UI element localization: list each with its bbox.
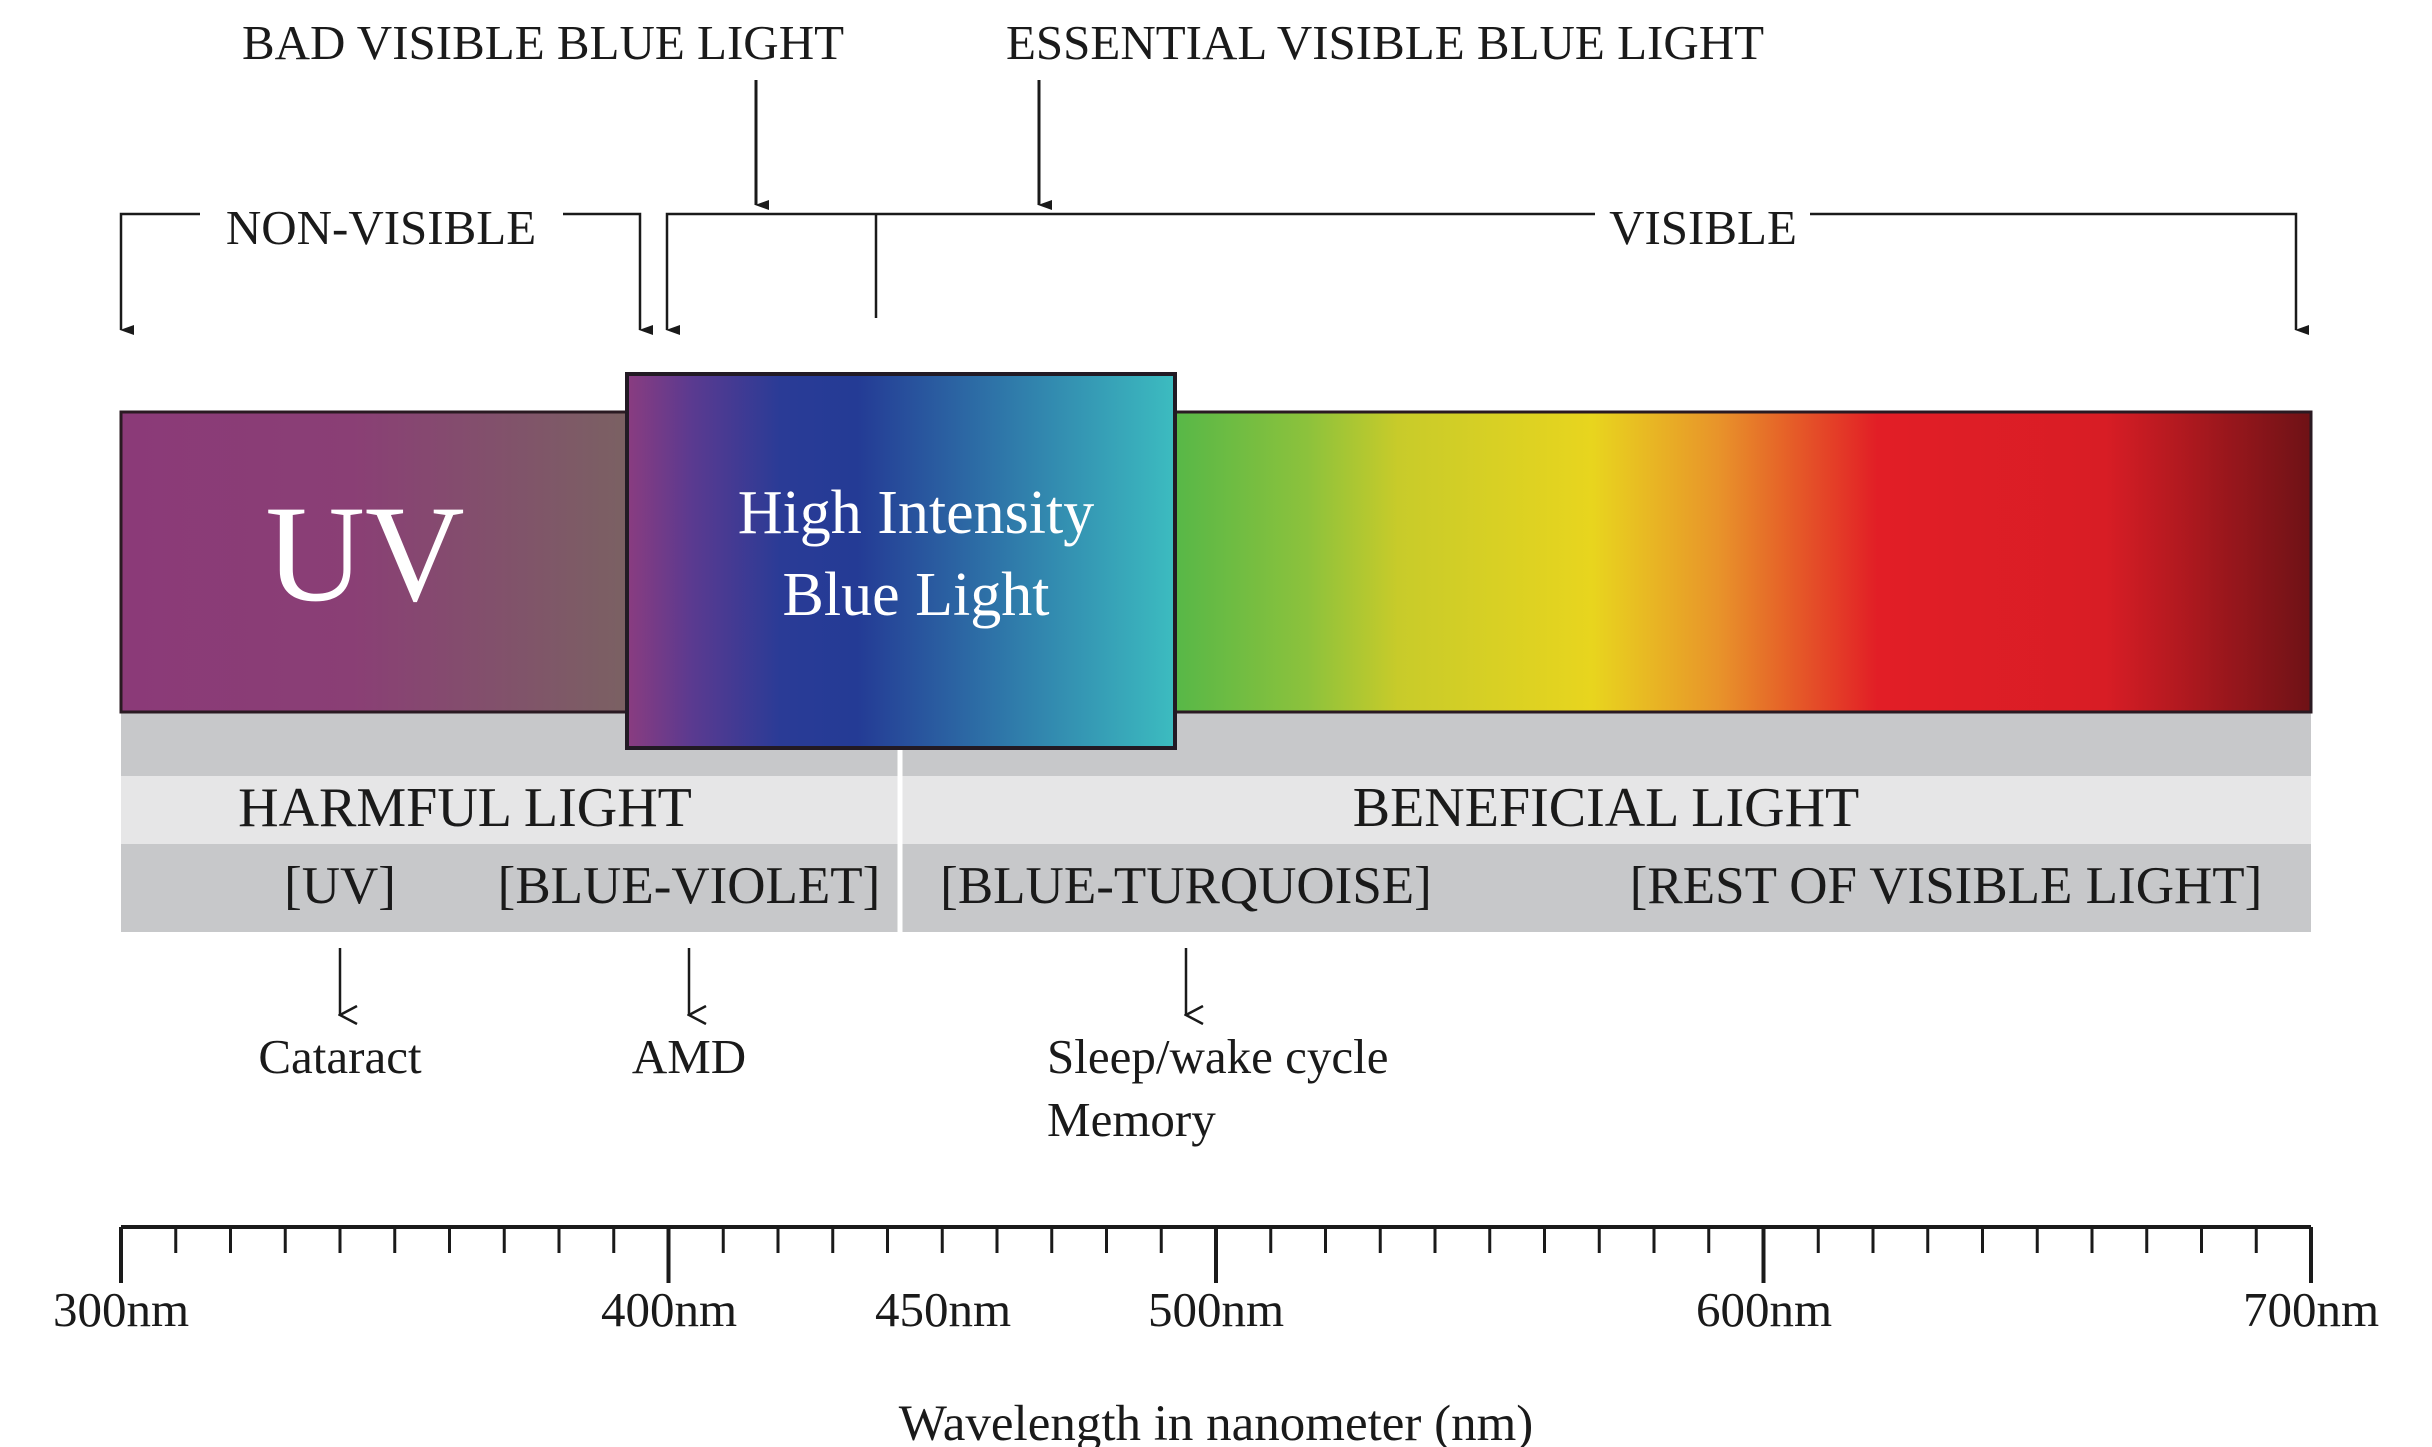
rest-of-visible-light-label: [REST OF VISIBLE LIGHT] bbox=[1630, 857, 2263, 915]
high-intensity-blue-light-box bbox=[625, 372, 1177, 750]
category-band-dark-bottom bbox=[121, 844, 2311, 932]
axis-ticks bbox=[119, 1227, 2313, 1283]
visible-spectrum-bar bbox=[1168, 410, 2313, 714]
tick-label-400nm: 400nm bbox=[601, 1282, 737, 1337]
blue-turquoise-category-label: [BLUE-TURQUOISE] bbox=[940, 857, 1432, 915]
non-visible-label: NON-VISIBLE bbox=[226, 200, 536, 255]
high-intensity-label: High Intensity bbox=[738, 479, 1094, 547]
tick-label-450nm: 450nm bbox=[875, 1282, 1011, 1337]
visible-bracket-left bbox=[665, 212, 1595, 335]
cataract-label: Cataract bbox=[258, 1029, 422, 1084]
blue-light-label: Blue Light bbox=[783, 561, 1050, 629]
memory-label: Memory bbox=[1047, 1092, 1216, 1147]
tick-label-500nm: 500nm bbox=[1148, 1282, 1284, 1337]
visible-bracket-right bbox=[1810, 212, 2309, 335]
non-visible-bracket-left bbox=[119, 212, 200, 335]
uv-label: UV bbox=[265, 477, 464, 630]
tick-label-700nm: 700nm bbox=[2243, 1282, 2379, 1337]
tick-label-600nm: 600nm bbox=[1696, 1282, 1832, 1337]
tick-label-300nm: 300nm bbox=[53, 1282, 189, 1337]
category-band-dark-top bbox=[121, 710, 2311, 776]
axis-title: Wavelength in nanometer (nm) bbox=[899, 1396, 1534, 1447]
essential-visible-blue-light-label: ESSENTIAL VISIBLE BLUE LIGHT bbox=[1006, 15, 1764, 70]
uv-category-label: [UV] bbox=[284, 857, 396, 915]
harmful-light-label: HARMFUL LIGHT bbox=[238, 777, 692, 839]
sleep-wake-cycle-label: Sleep/wake cycle bbox=[1047, 1029, 1388, 1084]
beneficial-light-label: BENEFICIAL LIGHT bbox=[1353, 777, 1860, 839]
blue-violet-category-label: [BLUE-VIOLET] bbox=[498, 857, 881, 915]
non-visible-bracket-right bbox=[563, 212, 653, 335]
amd-label: AMD bbox=[632, 1029, 746, 1084]
category-band-light bbox=[121, 776, 2311, 844]
visible-label: VISIBLE bbox=[1609, 200, 1797, 255]
bad-visible-blue-light-label: BAD VISIBLE BLUE LIGHT bbox=[242, 15, 844, 70]
uv-spectrum-bar bbox=[119, 410, 638, 714]
